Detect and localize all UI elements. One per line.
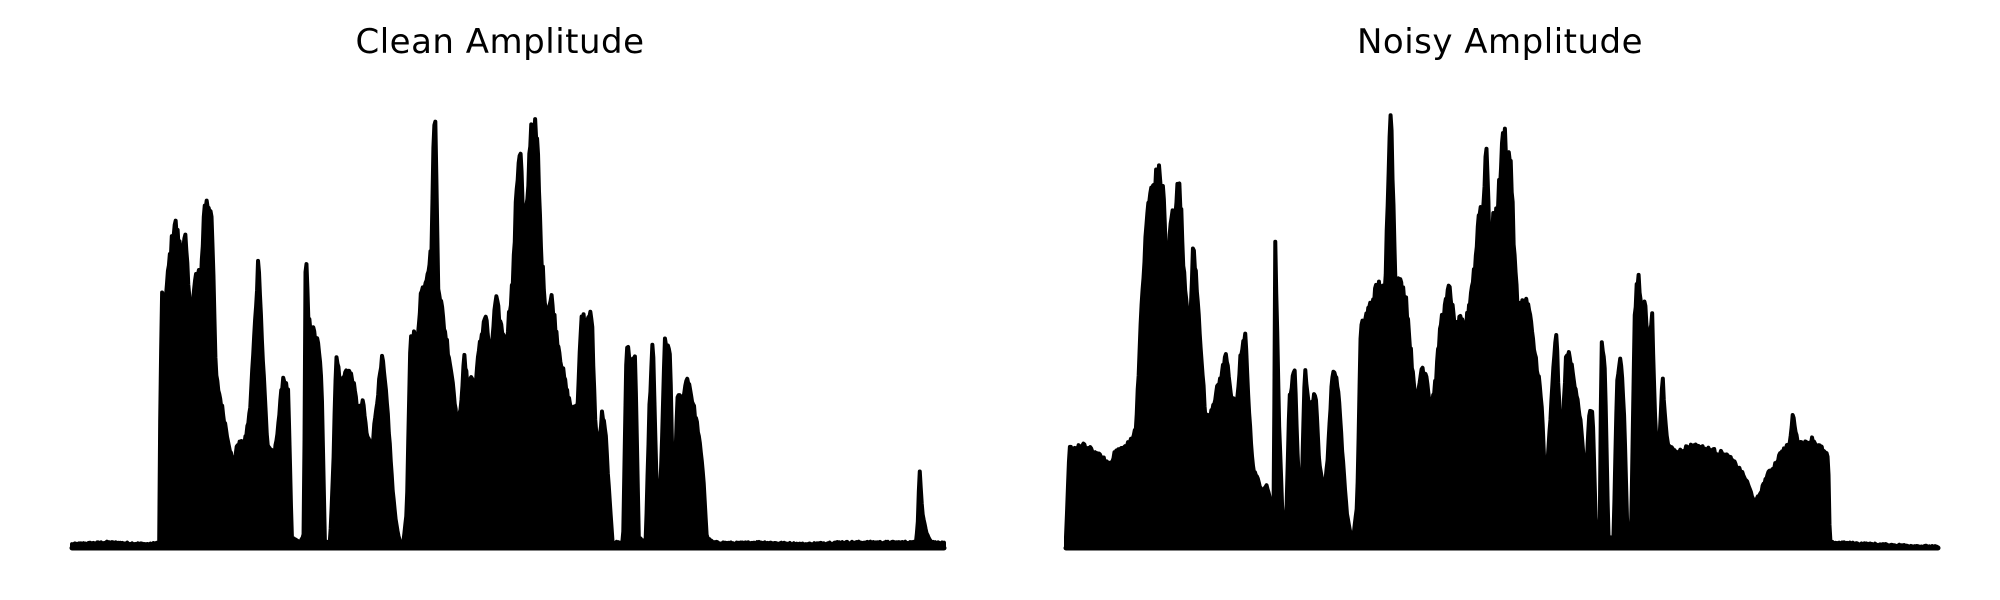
chart-title-clean: Clean Amplitude — [355, 22, 645, 62]
noisy-amplitude-plot — [1063, 113, 1941, 551]
clean-amplitude-plot — [69, 117, 947, 551]
chart-title-noisy: Noisy Amplitude — [1356, 22, 1644, 62]
clean-amplitude-panel: Clean Amplitude — [69, 22, 947, 551]
clean-amplitude-waveform — [70, 117, 946, 550]
noisy-amplitude-panel: Noisy Amplitude — [1000, 0, 2000, 600]
noisy-amplitude-waveform — [1064, 113, 1940, 550]
